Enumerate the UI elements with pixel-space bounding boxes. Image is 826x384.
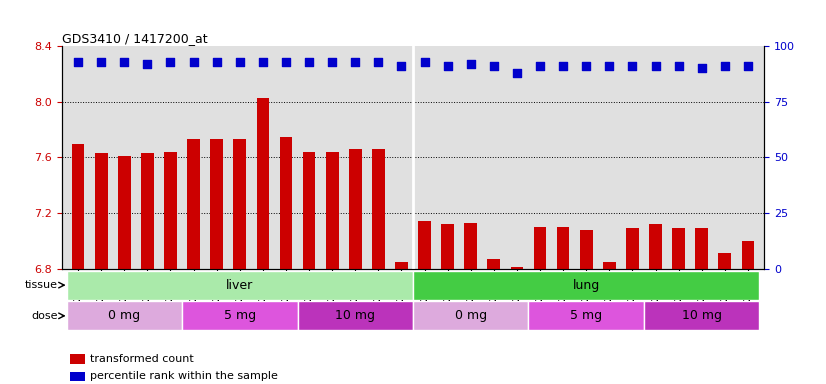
Bar: [70, 372, 85, 381]
Point: [72, 59, 85, 65]
Text: 10 mg: 10 mg: [681, 310, 722, 322]
Bar: [418, 222, 431, 269]
Bar: [487, 259, 501, 269]
Bar: [72, 144, 84, 269]
Bar: [395, 262, 408, 269]
Point: [187, 59, 200, 65]
Point: [718, 63, 731, 69]
Point: [302, 59, 316, 65]
Point: [649, 63, 662, 69]
Bar: [534, 227, 546, 269]
Point: [140, 61, 154, 67]
Bar: [529, 301, 644, 330]
Bar: [510, 267, 524, 269]
Point: [418, 59, 431, 65]
Text: lung: lung: [572, 279, 600, 291]
Bar: [257, 98, 269, 269]
Point: [325, 59, 339, 65]
Point: [279, 59, 292, 65]
Bar: [67, 271, 413, 300]
Bar: [182, 301, 297, 330]
Point: [233, 59, 246, 65]
Bar: [580, 230, 592, 269]
Bar: [70, 354, 85, 364]
Point: [117, 59, 131, 65]
Bar: [211, 139, 223, 269]
Text: 0 mg: 0 mg: [108, 310, 140, 322]
Point: [372, 59, 385, 65]
Bar: [325, 152, 339, 269]
Bar: [118, 156, 131, 269]
Point: [349, 59, 362, 65]
Point: [487, 63, 501, 69]
Bar: [742, 241, 754, 269]
Bar: [188, 139, 200, 269]
Bar: [626, 228, 638, 269]
Text: tissue: tissue: [25, 280, 58, 290]
Point: [557, 63, 570, 69]
Text: liver: liver: [226, 279, 254, 291]
Bar: [649, 224, 662, 269]
Bar: [67, 301, 182, 330]
Bar: [234, 139, 246, 269]
Bar: [557, 227, 569, 269]
Point: [510, 70, 524, 76]
Text: GDS3410 / 1417200_at: GDS3410 / 1417200_at: [62, 32, 207, 45]
Text: percentile rank within the sample: percentile rank within the sample: [90, 371, 278, 381]
Point: [395, 63, 408, 69]
Point: [464, 61, 477, 67]
Bar: [413, 271, 759, 300]
Point: [210, 59, 223, 65]
Point: [695, 65, 709, 71]
Bar: [280, 137, 292, 269]
Bar: [95, 153, 107, 269]
Text: 10 mg: 10 mg: [335, 310, 375, 322]
Bar: [644, 301, 759, 330]
Bar: [719, 253, 731, 269]
Bar: [603, 262, 615, 269]
Point: [603, 63, 616, 69]
Text: dose: dose: [31, 311, 58, 321]
Bar: [464, 223, 477, 269]
Bar: [695, 228, 708, 269]
Bar: [413, 301, 529, 330]
Point: [164, 59, 177, 65]
Bar: [164, 152, 177, 269]
Point: [441, 63, 454, 69]
Bar: [672, 228, 685, 269]
Text: 0 mg: 0 mg: [454, 310, 487, 322]
Bar: [141, 153, 154, 269]
Point: [626, 63, 639, 69]
Text: transformed count: transformed count: [90, 354, 194, 364]
Point: [580, 63, 593, 69]
Text: 5 mg: 5 mg: [224, 310, 256, 322]
Point: [741, 63, 754, 69]
Bar: [441, 224, 454, 269]
Bar: [349, 149, 362, 269]
Point: [672, 63, 686, 69]
Point: [95, 59, 108, 65]
Bar: [302, 152, 316, 269]
Point: [534, 63, 547, 69]
Bar: [297, 301, 413, 330]
Point: [256, 59, 269, 65]
Text: 5 mg: 5 mg: [570, 310, 602, 322]
Bar: [372, 149, 385, 269]
